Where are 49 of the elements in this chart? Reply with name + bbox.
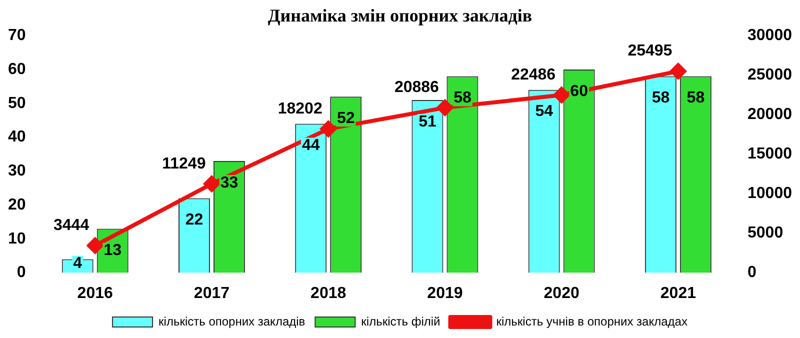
- x-tick-label: 2018: [310, 284, 346, 302]
- y-tick-label: 60: [8, 60, 26, 78]
- chart-title: Динаміка змін опорних закладів: [268, 5, 532, 26]
- point: [204, 176, 220, 192]
- y2-tick-label: 20000: [748, 106, 792, 124]
- y-tick-label: 40: [8, 128, 26, 146]
- data-label: 60: [570, 82, 588, 100]
- x-tick-label: 2016: [77, 284, 114, 302]
- legend-label: кількість філій: [361, 314, 440, 328]
- data-label: 58: [454, 90, 472, 107]
- data-label: 51: [418, 113, 436, 130]
- point: [554, 87, 570, 104]
- y2-tick-label: 5000: [748, 224, 784, 242]
- data-label: 25495: [628, 42, 672, 60]
- data-label: 22: [185, 212, 204, 229]
- y2-tick-label: 25000: [748, 66, 792, 84]
- data-label: 3444: [54, 216, 90, 234]
- x-tick-label: 2021: [660, 284, 696, 302]
- y-tick-label: 20: [8, 196, 26, 214]
- y-tick-label: 70: [8, 27, 26, 44]
- data-label: 18202: [278, 100, 322, 118]
- legend-label: кількість опорних закладів: [158, 314, 306, 328]
- y2-tick-label: 15000: [748, 146, 792, 163]
- y-tick-label: 10: [8, 230, 26, 248]
- legend-label: кількість учнів в опорних закладах: [496, 314, 688, 328]
- y-tick-label: 30: [8, 162, 26, 180]
- x-tick-label: 2017: [194, 284, 230, 302]
- data-label: 22486: [511, 66, 556, 84]
- data-label: 58: [686, 90, 705, 107]
- data-label: 11249: [162, 155, 206, 172]
- data-label: 54: [535, 103, 554, 120]
- point: [320, 120, 336, 137]
- x-tick-label: 2019: [427, 284, 463, 302]
- x-tick-label: 2020: [544, 284, 580, 302]
- data-label: 52: [336, 110, 355, 127]
- point: [436, 100, 453, 116]
- data-label: 4: [73, 255, 82, 272]
- data-label: 44: [302, 137, 320, 154]
- y-tick-label: 50: [8, 94, 26, 112]
- data-label: 33: [220, 174, 238, 192]
- y-tick-label: 0: [16, 264, 26, 282]
- data-label: 58: [652, 90, 670, 107]
- y2-tick-label: 10000: [748, 185, 792, 202]
- y2-tick-label: 30000: [748, 27, 792, 44]
- y2-tick-label: 0: [748, 264, 757, 282]
- data-label: 13: [104, 242, 122, 260]
- point: [670, 63, 686, 80]
- point: [87, 238, 104, 254]
- data-label: 20886: [394, 79, 440, 96]
